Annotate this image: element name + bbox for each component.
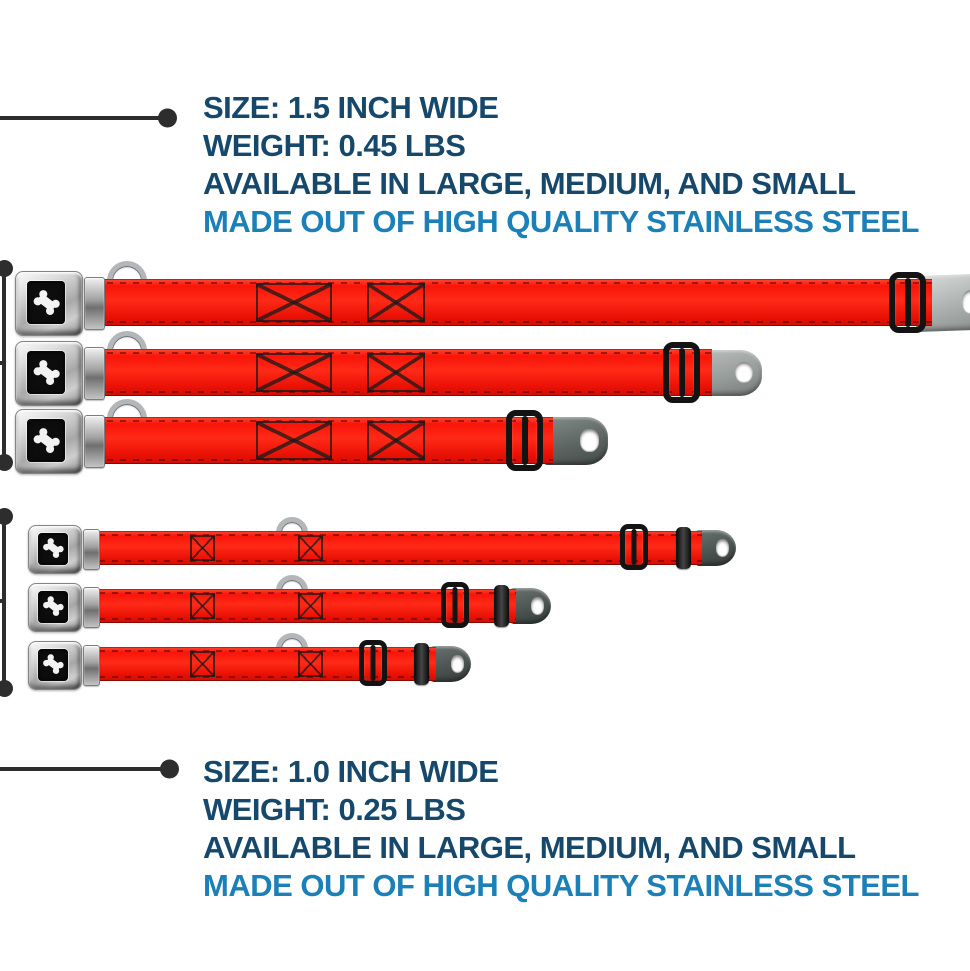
dog-bone-icon [42,538,64,559]
tri-glide-adjuster [620,524,648,570]
stitch-box [190,593,215,619]
strap-keeper [494,585,509,627]
buckle-face [27,419,66,463]
spec-sizes-available-1-5: AVAILABLE IN LARGE, MEDIUM, AND SMALL [203,166,856,201]
spec-size-1-5: SIZE: 1.5 INCH WIDE [203,90,499,125]
collar-strap [94,279,932,326]
stitch-box [256,421,332,460]
seatbelt-buckle [28,524,82,574]
stitch-box [367,353,425,392]
spec-material-1-0: MADE OUT OF HIGH QUALITY STAINLESS STEEL [203,868,920,903]
group-bracket-line [2,268,6,462]
buckle-face [37,648,68,681]
callout-dot-bottom [160,759,179,779]
buckle-face [27,351,66,395]
tri-glide-adjuster [441,582,469,628]
buckle-latch [84,277,105,330]
strap-keeper [414,643,429,685]
group-bracket-connector [0,599,6,603]
group-bracket-connector [0,361,6,365]
spec-weight-1-0: WEIGHT: 0.25 LBS [203,792,466,827]
group-bracket-dot-bottom [0,454,13,471]
buckle-latch [83,644,100,686]
dog-bone-icon [33,360,60,386]
tongue-slot [962,289,970,314]
stitch-box [298,651,323,677]
stitch-box [256,283,332,322]
tongue-slot [735,361,754,384]
dog-bone-icon [33,428,60,454]
stitch-box [190,651,215,677]
seatbelt-buckle [15,341,83,406]
spec-weight-1-5: WEIGHT: 0.45 LBS [203,128,466,163]
spec-material-1-5: MADE OUT OF HIGH QUALITY STAINLESS STEEL [203,204,920,239]
callout-line-top [0,108,177,128]
buckle-latch [83,586,100,628]
callout-line-bottom [0,759,179,779]
stitch-box [367,283,425,322]
collar-strap [86,531,702,565]
tri-glide-adjuster [506,410,543,471]
spec-size-1-0: SIZE: 1.0 INCH WIDE [203,754,499,789]
seatbelt-buckle [15,409,83,474]
spec-block-1-0-inch: SIZE: 1.0 INCH WIDE WEIGHT: 0.25 LBS AVA… [203,753,920,905]
buckle-latch [83,528,100,570]
buckle-tongue [429,646,471,682]
stitch-box [367,421,425,460]
dog-bone-icon [42,654,64,675]
strap-keeper [676,527,691,569]
buckle-latch [84,347,105,400]
stitch-box [298,593,323,619]
tongue-slot [580,429,599,452]
tri-glide-adjuster [889,272,926,333]
group-bracket-dot-bottom [0,680,13,697]
stitch-box [256,353,332,392]
dog-bone-icon [42,596,64,617]
seatbelt-buckle [15,271,83,336]
callout-dot-top [158,108,177,128]
buckle-tongue [509,588,551,624]
spec-sizes-available-1-0: AVAILABLE IN LARGE, MEDIUM, AND SMALL [203,830,856,865]
buckle-tongue [542,416,608,465]
buckle-face [27,281,66,325]
spec-block-1-5-inch: SIZE: 1.5 INCH WIDE WEIGHT: 0.45 LBS AVA… [203,89,920,241]
seatbelt-buckle [28,640,82,690]
seatbelt-buckle [28,582,82,632]
buckle-face [37,532,68,565]
tri-glide-adjuster [359,640,387,686]
tongue-slot [450,655,465,673]
tongue-slot [530,597,545,615]
tri-glide-adjuster [663,342,700,403]
group-bracket-dot-top [0,508,13,525]
tongue-slot [715,539,730,557]
stitch-box [190,535,215,561]
buckle-face [37,590,68,623]
group-bracket-dot-top [0,260,13,277]
dog-bone-icon [33,290,60,316]
stitch-box [298,535,323,561]
buckle-latch [84,415,105,468]
